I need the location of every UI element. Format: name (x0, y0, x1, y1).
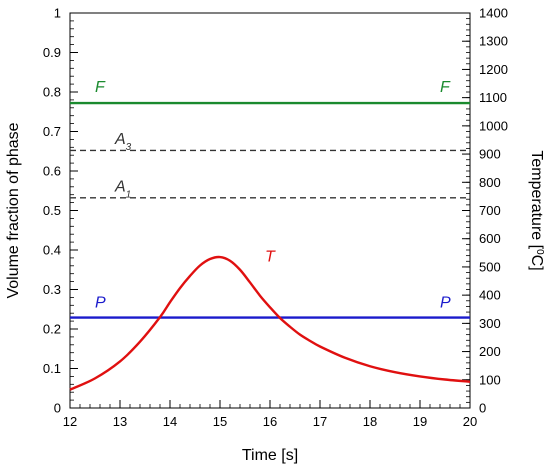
y-right-tick-label: 600 (479, 231, 501, 246)
y-right-tick-label: 900 (479, 147, 501, 162)
y-left-tick-label: 0.9 (43, 45, 61, 60)
x-tick-label: 16 (263, 414, 277, 429)
y-right-tick-label: 500 (479, 259, 501, 274)
series-label: F (95, 79, 106, 96)
y-axis-left-label: Volume fraction of phase (5, 122, 22, 298)
y-left-tick-label: 0.7 (43, 124, 61, 139)
y-left-tick-label: 0.8 (43, 85, 61, 100)
x-axis-label: Time [s] (242, 447, 298, 464)
axes: 12 13 14 15 16 17 18 19 2000.10.20.30.40.50.60.7… (43, 6, 508, 430)
x-tick-label: 13 (113, 414, 127, 429)
y-right-tick-label: 1300 (479, 34, 508, 49)
y-right-tick-label: 700 (479, 203, 501, 218)
x-tick-label: 17 (313, 414, 327, 429)
series-label: T (265, 248, 276, 265)
y-right-tick-label: 1200 (479, 62, 508, 77)
series-labels: F F A3 A1 P P T (95, 79, 451, 311)
y-left-tick-label: 0.3 (43, 282, 61, 297)
y-left-tick-label: 0.2 (43, 322, 61, 337)
y-axis-right-label: Temperature [0C] (528, 150, 546, 270)
x-tick-label: 19 (413, 414, 427, 429)
x-tick-label: 20 (463, 414, 477, 429)
y-right-tick-label: 400 (479, 288, 501, 303)
y-right-tick-label: 300 (479, 316, 501, 331)
x-tick-label: 12 (63, 414, 77, 429)
y-right-tick-label: 1000 (479, 118, 508, 133)
y-right-tick-label: 0 (479, 401, 486, 416)
y-right-tick-label: 200 (479, 344, 501, 359)
y-left-tick-label: 0.4 (43, 243, 61, 258)
y-left-tick-label: 0.1 (43, 361, 61, 376)
y-right-tick-label: 100 (479, 372, 501, 387)
y-right-tick-label: 1100 (479, 90, 507, 105)
plot-frame (69, 12, 471, 409)
y-left-tick-label: 1 (54, 6, 61, 21)
y-left-tick-label: 0 (54, 401, 61, 416)
series-label: A1 (114, 179, 131, 201)
x-tick-label: 18 (363, 414, 377, 429)
series-label: F (440, 79, 451, 96)
y-right-tick-label: 1400 (479, 6, 508, 21)
y-left-tick-label: 0.6 (43, 164, 61, 179)
y-right-tick-label: 800 (479, 175, 501, 190)
series-layer (69, 101, 471, 391)
series-label: P (440, 294, 451, 311)
x-tick-label: 14 (163, 414, 177, 429)
series-label: P (95, 294, 106, 311)
y-left-tick-label: 0.5 (43, 203, 61, 218)
x-tick-label: 15 (213, 414, 227, 429)
series-label: A3 (114, 131, 132, 153)
series-line-4 (69, 255, 471, 391)
